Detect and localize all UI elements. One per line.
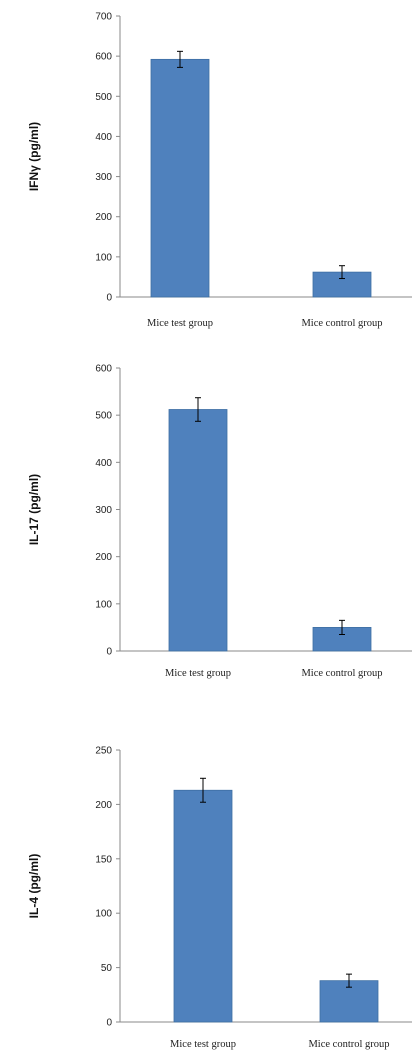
error-bar [339, 619, 345, 635]
y-axis-label: IL-4 (pg/ml) [27, 854, 41, 919]
y-axis-label: IL-17 (pg/ml) [27, 474, 41, 545]
chart-ifng: 0 100 200 300 400 500 600 700 Mice test group Mic… [0, 0, 412, 335]
y-tick-label: 400 [95, 458, 112, 469]
y-tick-label: 150 [95, 854, 112, 865]
category-label: Mice test group [165, 668, 231, 679]
y-tick-label: 0 [106, 1018, 112, 1029]
chart-il17-svg: 0 100 200 300 400 500 600 Mice test group Mice c… [27, 364, 412, 679]
y-tick-label: 200 [95, 552, 112, 563]
y-tick-label: 700 [95, 12, 112, 23]
bar [168, 409, 228, 652]
y-tick-label: 250 [95, 746, 112, 757]
y-tick-label: 300 [95, 505, 112, 516]
y-tick-label: 200 [95, 800, 112, 811]
category-label: Mice control group [301, 668, 382, 679]
error-bar [200, 777, 206, 803]
error-bar [195, 397, 201, 422]
y-tick-label: 0 [106, 647, 112, 658]
chart-il4: 0 50 100 150 200 250 Mice test group Mice contr… [0, 710, 412, 1052]
y-tick-label: 200 [95, 212, 112, 223]
error-bar [177, 50, 183, 68]
category-label: Mice control group [301, 318, 382, 329]
bar [150, 58, 210, 298]
error-bar [339, 265, 345, 280]
chart-il4-svg: 0 50 100 150 200 250 Mice test group Mice contr… [27, 746, 412, 1050]
bar [312, 271, 372, 298]
category-label: Mice control group [308, 1039, 389, 1050]
y-tick-label: 500 [95, 411, 112, 422]
y-tick-label: 100 [95, 599, 112, 610]
bar [173, 789, 233, 1023]
y-tick-label: 400 [95, 132, 112, 143]
y-tick-label: 300 [95, 172, 112, 183]
y-tick-label: 600 [95, 364, 112, 375]
category-label: Mice test group [170, 1039, 236, 1050]
y-tick-label: 600 [95, 52, 112, 63]
chart-ifng-svg: 0 100 200 300 400 500 600 700 Mice test group Mic… [27, 12, 412, 329]
y-axis-label: IFNγ (pg/ml) [27, 122, 41, 191]
y-tick-label: 100 [95, 909, 112, 920]
y-tick-label: 500 [95, 92, 112, 103]
error-bar [346, 973, 352, 988]
category-label: Mice test group [147, 318, 213, 329]
y-tick-label: 100 [95, 252, 112, 263]
chart-il17: 0 100 200 300 400 500 600 Mice test group Mice c… [0, 350, 412, 680]
y-tick-label: 50 [101, 963, 113, 974]
y-tick-label: 0 [106, 293, 112, 304]
